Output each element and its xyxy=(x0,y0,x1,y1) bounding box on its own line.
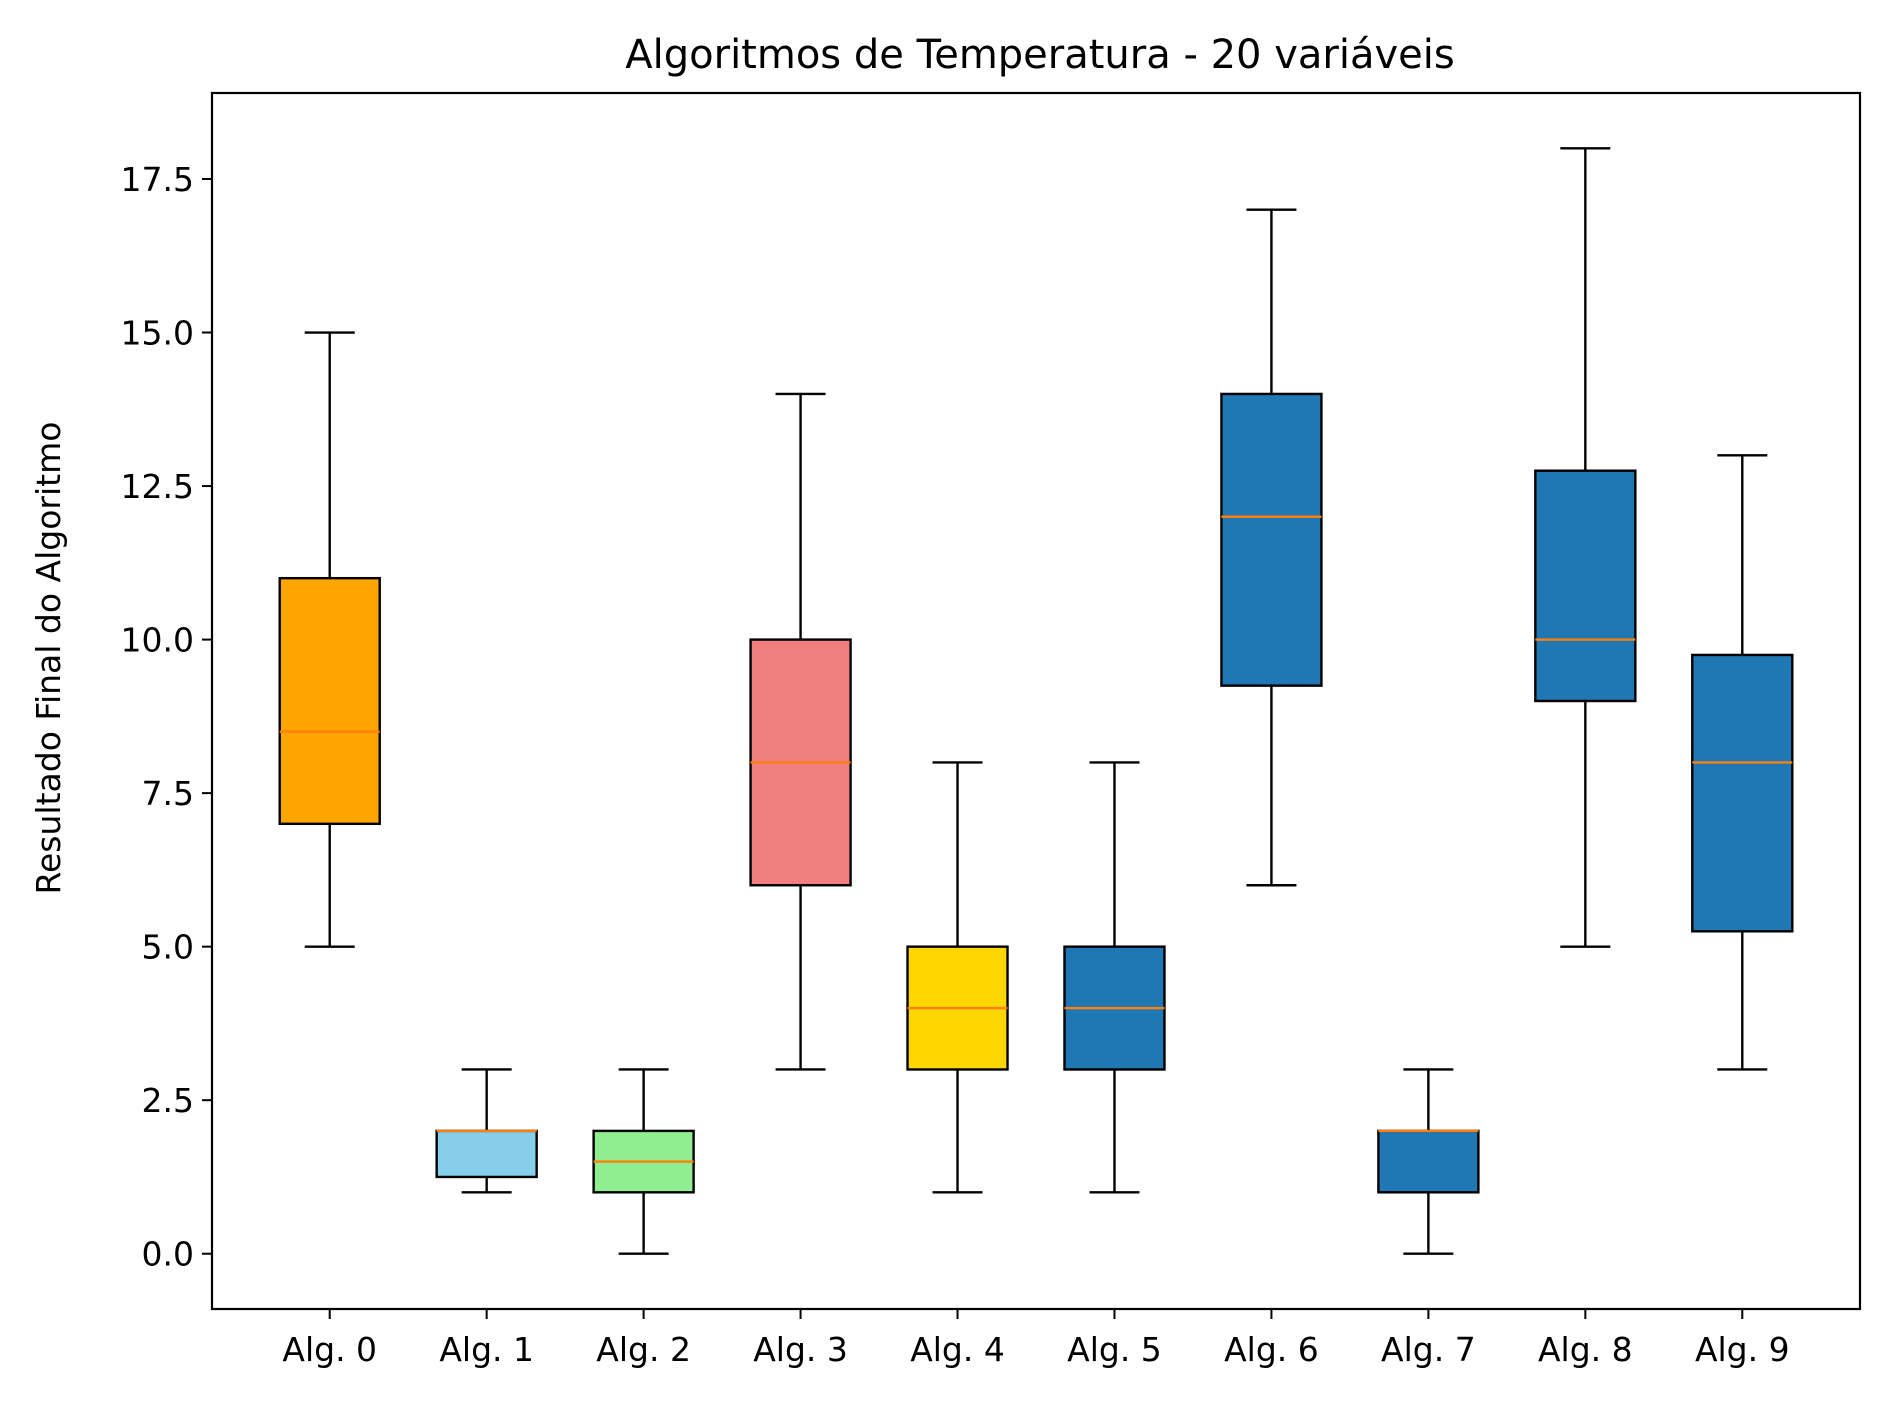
x-tick-label: Alg. 2 xyxy=(596,1330,691,1369)
x-tick-label: Alg. 9 xyxy=(1695,1330,1790,1369)
x-tick-label: Alg. 3 xyxy=(753,1330,848,1369)
box-8 xyxy=(1534,147,1637,948)
x-tick-label: Alg. 8 xyxy=(1538,1330,1633,1369)
y-axis: 0.0 2.5 5.0 7.5 10.0 12.5 15.0 17.5 xyxy=(121,160,212,1274)
y-tick-label: 10.0 xyxy=(121,621,194,660)
box-body xyxy=(435,1129,538,1179)
x-tick-label: Alg. 0 xyxy=(282,1330,377,1369)
box-3 xyxy=(749,392,852,1071)
box-body xyxy=(1534,469,1637,703)
y-tick-label: 12.5 xyxy=(121,467,194,506)
y-tick-label: 2.5 xyxy=(142,1081,194,1120)
box-1 xyxy=(435,1068,538,1194)
box-5 xyxy=(1063,761,1166,1194)
x-tick-label: Alg. 6 xyxy=(1224,1330,1319,1369)
box-body xyxy=(278,576,381,826)
x-tick-label: Alg. 7 xyxy=(1381,1330,1476,1369)
y-axis-label: Resultado Final do Algoritmo xyxy=(29,422,68,895)
box-body xyxy=(1691,653,1794,933)
box-series xyxy=(278,147,1794,1255)
box-9 xyxy=(1691,454,1794,1071)
box-body xyxy=(1220,392,1323,687)
box-2 xyxy=(592,1068,695,1255)
y-tick-label: 15.0 xyxy=(121,314,194,353)
chart-title: Algoritmos de Temperatura - 20 variáveis xyxy=(625,32,1454,78)
box-4 xyxy=(906,761,1009,1194)
y-tick-label: 17.5 xyxy=(121,160,194,199)
y-tick-label: 0.0 xyxy=(142,1235,194,1274)
box-0 xyxy=(278,331,381,948)
box-6 xyxy=(1220,208,1323,887)
x-axis: Alg. 0 Alg. 1 Alg. 2 Alg. 3 Alg. 4 Alg. 5 Alg.… xyxy=(282,1309,1790,1369)
x-tick-label: Alg. 1 xyxy=(439,1330,534,1369)
y-tick-label: 5.0 xyxy=(142,928,194,967)
plot-area-frame xyxy=(210,91,1862,1311)
box-body xyxy=(1377,1129,1480,1194)
y-tick-label: 7.5 xyxy=(142,774,194,813)
x-tick-label: Alg. 4 xyxy=(910,1330,1005,1369)
box-7 xyxy=(1377,1068,1480,1255)
x-tick-label: Alg. 5 xyxy=(1067,1330,1162,1369)
